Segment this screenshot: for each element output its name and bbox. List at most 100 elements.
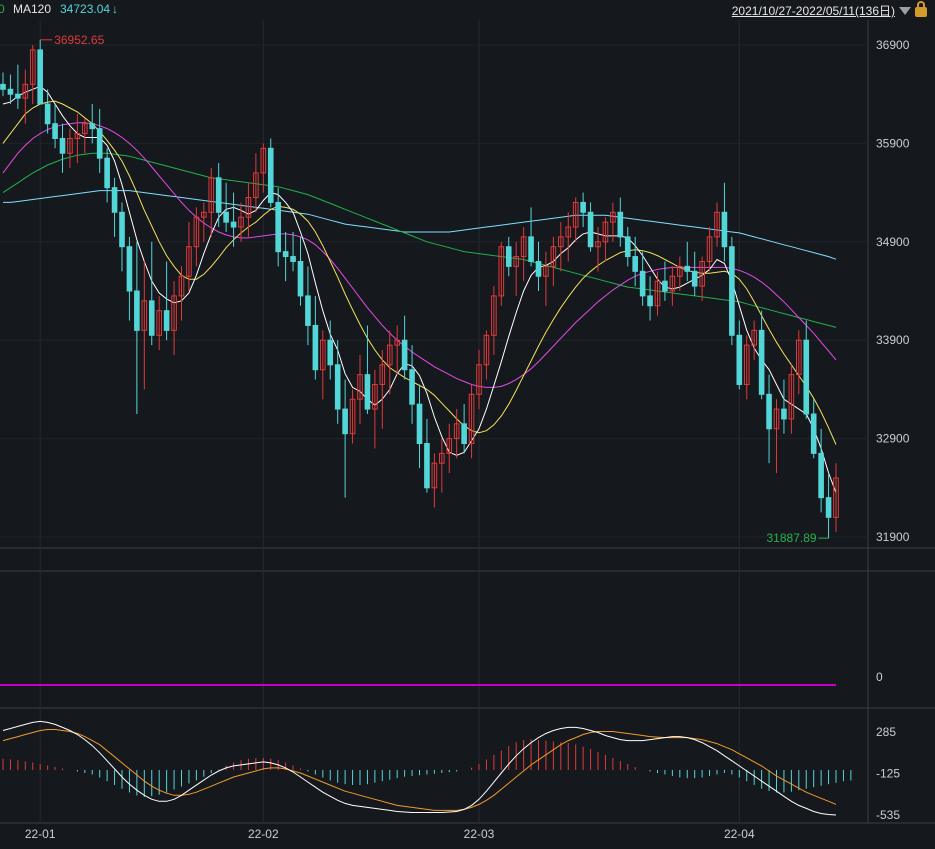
candle-body[interactable] [543, 265, 549, 277]
candle-body[interactable] [796, 339, 802, 376]
candle-body[interactable] [104, 157, 110, 189]
candle-body[interactable] [558, 236, 564, 248]
candle-body[interactable] [810, 413, 817, 454]
candle-body[interactable] [297, 260, 304, 297]
candle-body[interactable] [126, 246, 133, 292]
candle-body[interactable] [781, 408, 787, 420]
candle-body[interactable] [275, 201, 281, 253]
candle-body[interactable] [654, 280, 661, 307]
candle-body[interactable] [156, 310, 162, 336]
candle-body[interactable] [82, 123, 88, 135]
candle-body[interactable] [148, 300, 155, 336]
candle-body[interactable] [409, 369, 415, 405]
candle-body[interactable] [669, 275, 676, 292]
candle-body[interactable] [223, 211, 229, 223]
candle-body[interactable] [461, 423, 467, 445]
candle-body[interactable] [825, 497, 832, 518]
candle-body[interactable] [691, 270, 698, 287]
candle-body[interactable] [736, 334, 743, 385]
lock-icon[interactable] [915, 1, 927, 17]
candle-body[interactable] [260, 147, 267, 174]
candle-body[interactable] [416, 403, 423, 445]
candle-body[interactable] [602, 221, 609, 243]
candle-body[interactable] [364, 374, 371, 410]
candle-body[interactable] [498, 246, 505, 297]
candle-body[interactable] [550, 246, 557, 267]
candle-body[interactable] [96, 128, 103, 159]
candle-body[interactable] [684, 265, 691, 272]
candle-body[interactable] [766, 393, 772, 430]
date-range-selector[interactable]: 2021/10/27-2022/05/11(136日) [732, 1, 927, 19]
candle-body[interactable] [624, 236, 631, 258]
candle-body[interactable] [171, 295, 177, 331]
candle-body[interactable] [714, 211, 720, 238]
candle-body[interactable] [706, 236, 713, 262]
candle-body[interactable] [751, 329, 757, 346]
candle-body[interactable] [617, 211, 624, 238]
candle-body[interactable] [788, 374, 795, 420]
candle-body[interactable] [37, 49, 43, 105]
candle-body[interactable] [253, 172, 259, 199]
candle-body[interactable] [535, 260, 542, 277]
candle-body[interactable] [0, 83, 6, 90]
candle-body[interactable] [505, 246, 512, 267]
candle-body[interactable] [267, 147, 274, 203]
candle-body[interactable] [245, 197, 252, 218]
candle-body[interactable] [305, 295, 311, 326]
candle-body[interactable] [833, 477, 839, 518]
candle-body[interactable] [59, 137, 66, 154]
candle-body[interactable] [74, 133, 81, 139]
candle-body[interactable] [453, 423, 460, 440]
candle-body[interactable] [67, 137, 73, 154]
candle-body[interactable] [327, 339, 334, 366]
candle-body[interactable] [119, 211, 125, 248]
candle-body[interactable] [342, 408, 348, 435]
candle-body[interactable] [610, 211, 616, 223]
candle-body[interactable] [215, 177, 222, 213]
candle-body[interactable] [662, 280, 668, 292]
candle-body[interactable] [818, 452, 824, 499]
candle-body[interactable] [729, 246, 735, 336]
candle-body[interactable] [595, 241, 601, 248]
candle-body[interactable] [639, 270, 646, 297]
candle-body[interactable] [721, 211, 728, 248]
candle-body[interactable] [520, 236, 527, 258]
candle-body[interactable] [565, 226, 572, 238]
candle-body[interactable] [349, 398, 356, 435]
candle-body[interactable] [29, 49, 36, 85]
candle-body[interactable] [572, 201, 579, 228]
candle-body[interactable] [193, 216, 200, 248]
candle-body[interactable] [44, 103, 51, 125]
candle-body[interactable] [163, 310, 170, 331]
candle-body[interactable] [334, 364, 341, 410]
candle-body[interactable] [528, 236, 534, 262]
candle-body[interactable] [89, 123, 96, 130]
candle-body[interactable] [758, 329, 765, 395]
candle-body[interactable] [282, 251, 289, 258]
candle-body[interactable] [699, 260, 705, 287]
candle-body[interactable] [803, 339, 810, 415]
candle-body[interactable] [424, 443, 430, 489]
candle-body[interactable] [141, 300, 148, 331]
candle-body[interactable] [111, 187, 118, 213]
candle-body[interactable] [580, 201, 586, 213]
candle-body[interactable] [647, 295, 653, 307]
candle-body[interactable] [201, 211, 207, 218]
candle-body[interactable] [743, 344, 750, 385]
candle-body[interactable] [230, 221, 237, 228]
candle-body[interactable] [491, 295, 497, 336]
candle-body[interactable] [468, 393, 475, 445]
candle-body[interactable] [483, 334, 490, 366]
candle-body[interactable] [677, 265, 683, 277]
candle-body[interactable] [431, 462, 438, 489]
candle-body[interactable] [186, 246, 192, 277]
candle-body[interactable] [290, 256, 296, 262]
candle-body[interactable] [22, 83, 29, 99]
candle-body[interactable] [379, 364, 386, 385]
candle-body[interactable] [357, 374, 363, 400]
candle-body[interactable] [134, 290, 140, 331]
candle-body[interactable] [773, 408, 780, 430]
candle-body[interactable] [401, 339, 408, 371]
candle-body[interactable] [312, 324, 319, 371]
